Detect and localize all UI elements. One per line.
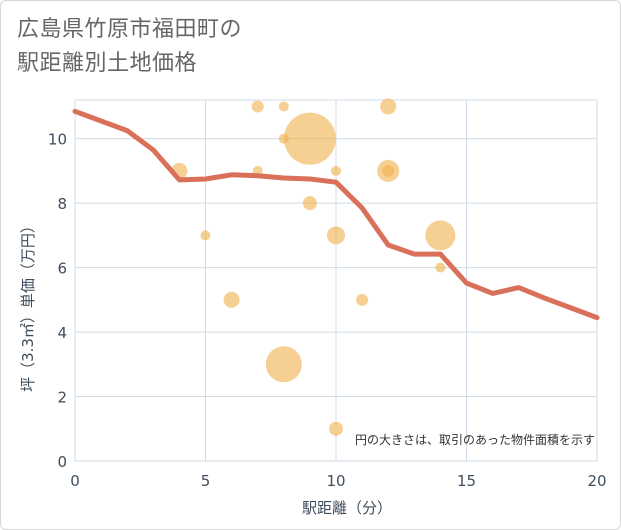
data-bubble bbox=[356, 293, 369, 306]
y-tick-label: 8 bbox=[57, 195, 67, 213]
data-bubble bbox=[329, 421, 343, 436]
data-bubble bbox=[223, 291, 240, 308]
x-tick-label: 15 bbox=[457, 472, 476, 490]
y-tick-label: 4 bbox=[57, 324, 67, 342]
data-bubble bbox=[380, 98, 397, 115]
data-bubble bbox=[331, 165, 341, 176]
x-axis-title: 駅距離（分） bbox=[302, 499, 392, 517]
data-bubble bbox=[278, 101, 289, 112]
data-bubble bbox=[302, 196, 317, 211]
y-tick-label: 2 bbox=[57, 389, 67, 407]
data-bubble bbox=[425, 220, 456, 251]
bubble-layer bbox=[171, 98, 456, 436]
chart-title: 広島県竹原市福田町の 駅距離別土地価格 bbox=[17, 13, 242, 81]
data-bubble bbox=[283, 112, 336, 165]
y-tick-label: 10 bbox=[48, 131, 67, 149]
average-line-layer bbox=[72, 108, 600, 321]
tick-labels: 0 5 10 15 20 0 2 4 6 8 10 bbox=[48, 131, 607, 490]
x-tick-label: 5 bbox=[201, 472, 211, 490]
x-tick-label: 20 bbox=[587, 472, 606, 490]
data-bubble bbox=[327, 226, 345, 245]
y-axis-title: 坪（3.3㎡）単価（万円） bbox=[19, 218, 37, 392]
y-tick-label: 6 bbox=[57, 260, 67, 278]
grid bbox=[74, 99, 598, 462]
data-bubble bbox=[200, 230, 211, 241]
x-tick-label: 0 bbox=[70, 472, 80, 490]
y-tick-label: 0 bbox=[57, 453, 67, 471]
chart-title-line2: 駅距離別土地価格 bbox=[17, 51, 198, 76]
data-bubble bbox=[382, 164, 395, 177]
chart-title-line1: 広島県竹原市福田町の bbox=[17, 17, 243, 42]
average-price-line bbox=[72, 108, 600, 321]
data-bubble bbox=[435, 262, 446, 273]
data-bubble bbox=[265, 346, 302, 383]
bubble-size-note: 円の大きさは、取引のあった物件面積を示す bbox=[355, 432, 595, 447]
data-bubble bbox=[251, 100, 264, 113]
x-tick-label: 10 bbox=[326, 472, 345, 490]
